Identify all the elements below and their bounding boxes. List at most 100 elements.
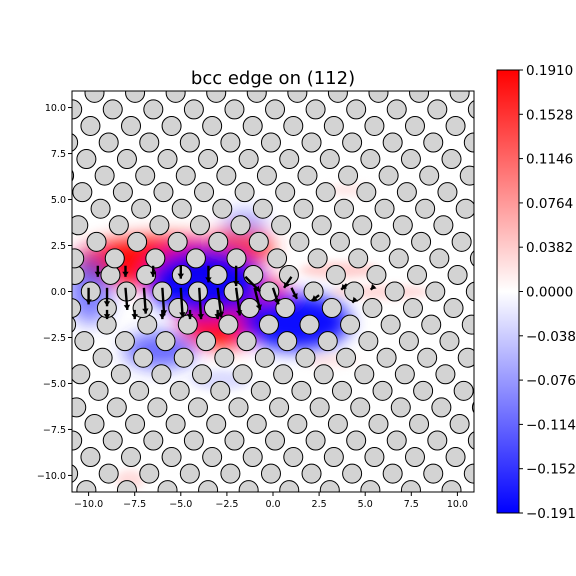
atom-marker (325, 264, 346, 285)
atom-marker (400, 149, 421, 170)
atom-marker (246, 91, 267, 103)
atom-marker (90, 198, 111, 219)
atom-marker (327, 91, 348, 103)
atom-marker (224, 99, 245, 120)
atom-marker (171, 198, 192, 219)
atom-marker (421, 314, 442, 335)
atom-marker (425, 281, 446, 302)
displacement-arrow (369, 283, 377, 291)
atom-marker (129, 380, 150, 401)
chart-title: bcc edge on (112) (191, 68, 355, 89)
atom-marker (392, 215, 413, 236)
y-tick-label: 5.0 (51, 195, 66, 206)
y-tick-label: 7.5 (51, 149, 66, 160)
atom-marker (443, 298, 464, 319)
atom-marker (445, 115, 466, 136)
atom-marker (202, 115, 223, 136)
atom-marker (252, 198, 273, 219)
displacement-arrow-head (205, 277, 212, 283)
atom-marker (187, 397, 208, 418)
atom-marker (317, 331, 338, 352)
atom-marker (431, 397, 452, 418)
atom-marker (161, 447, 182, 468)
atom-marker (187, 281, 208, 302)
displacement-arrow (85, 287, 92, 305)
atom-marker (258, 314, 279, 335)
atom-marker (275, 298, 296, 319)
atom-marker (173, 347, 194, 368)
colorbar-tick-label: 0.0000 (526, 285, 573, 301)
atom-marker (453, 380, 474, 401)
displacement-arrow-head (177, 273, 184, 279)
atom-marker (346, 430, 367, 451)
atom-marker (273, 364, 294, 385)
atom-marker (461, 314, 474, 335)
displacement-arrow (234, 287, 243, 316)
atom-marker (419, 165, 440, 186)
y-tick-label: 2.5 (51, 241, 66, 252)
atom-marker (72, 248, 85, 269)
atom-marker (457, 347, 474, 368)
displacement-arrow-head (284, 281, 290, 288)
atom-marker (256, 165, 277, 186)
atom-marker (323, 115, 344, 136)
atom-marker (102, 430, 123, 451)
atom-marker (232, 364, 253, 385)
atom-marker (149, 215, 170, 236)
atom-marker (297, 165, 318, 186)
displacement-arrow (216, 287, 224, 318)
atom-marker (469, 250, 474, 267)
displacement-arrow (351, 296, 359, 304)
atom-marker (342, 463, 363, 484)
displacement-arrow (94, 265, 102, 277)
displacement-arrow (232, 265, 240, 287)
displacement-arrow (131, 309, 138, 320)
atom-marker (411, 231, 432, 252)
atom-marker (313, 364, 334, 385)
atom-marker (277, 331, 298, 352)
atom-marker (360, 149, 381, 170)
atom-marker (338, 165, 359, 186)
atom-marker (433, 215, 454, 236)
displacement-arrow-head (197, 313, 204, 320)
atom-marker (88, 380, 109, 401)
atom-marker (72, 169, 75, 182)
atom-marker (382, 132, 403, 153)
atom-marker (139, 463, 160, 484)
atom-marker (321, 298, 342, 319)
atom-marker (388, 248, 409, 269)
atom-marker (92, 347, 113, 368)
atom-marker (327, 413, 348, 434)
atom-marker (449, 91, 470, 103)
displacement-arrow-head (186, 314, 194, 320)
atom-marker (260, 463, 281, 484)
atom-marker (167, 231, 188, 252)
y-tick-label: 0.0 (51, 287, 66, 298)
atom-marker (147, 397, 168, 418)
displacement-arrow-head (131, 314, 138, 320)
atom-marker (246, 413, 267, 434)
atom-marker (220, 463, 241, 484)
atom-marker (216, 165, 237, 186)
atom-marker (220, 132, 241, 153)
displacement-arrow-head (103, 314, 111, 320)
atom-marker (139, 132, 160, 153)
atom-marker (165, 91, 186, 103)
atom-marker (360, 480, 381, 492)
displacement-arrow (103, 287, 111, 307)
atom-marker (72, 133, 79, 152)
x-tick-label: 7.5 (404, 499, 419, 510)
atom-marker (380, 314, 401, 335)
atom-marker (305, 99, 326, 120)
atom-marker (333, 198, 354, 219)
atom-marker (400, 480, 421, 492)
atom-marker (305, 430, 326, 451)
atom-marker (336, 347, 357, 368)
displacement-arrow (186, 309, 194, 320)
atom-marker (223, 281, 244, 302)
displacement-arrow (159, 309, 166, 320)
atom-marker (114, 331, 135, 352)
atom-marker (183, 99, 204, 120)
x-tick-label: 10.0 (447, 499, 468, 510)
